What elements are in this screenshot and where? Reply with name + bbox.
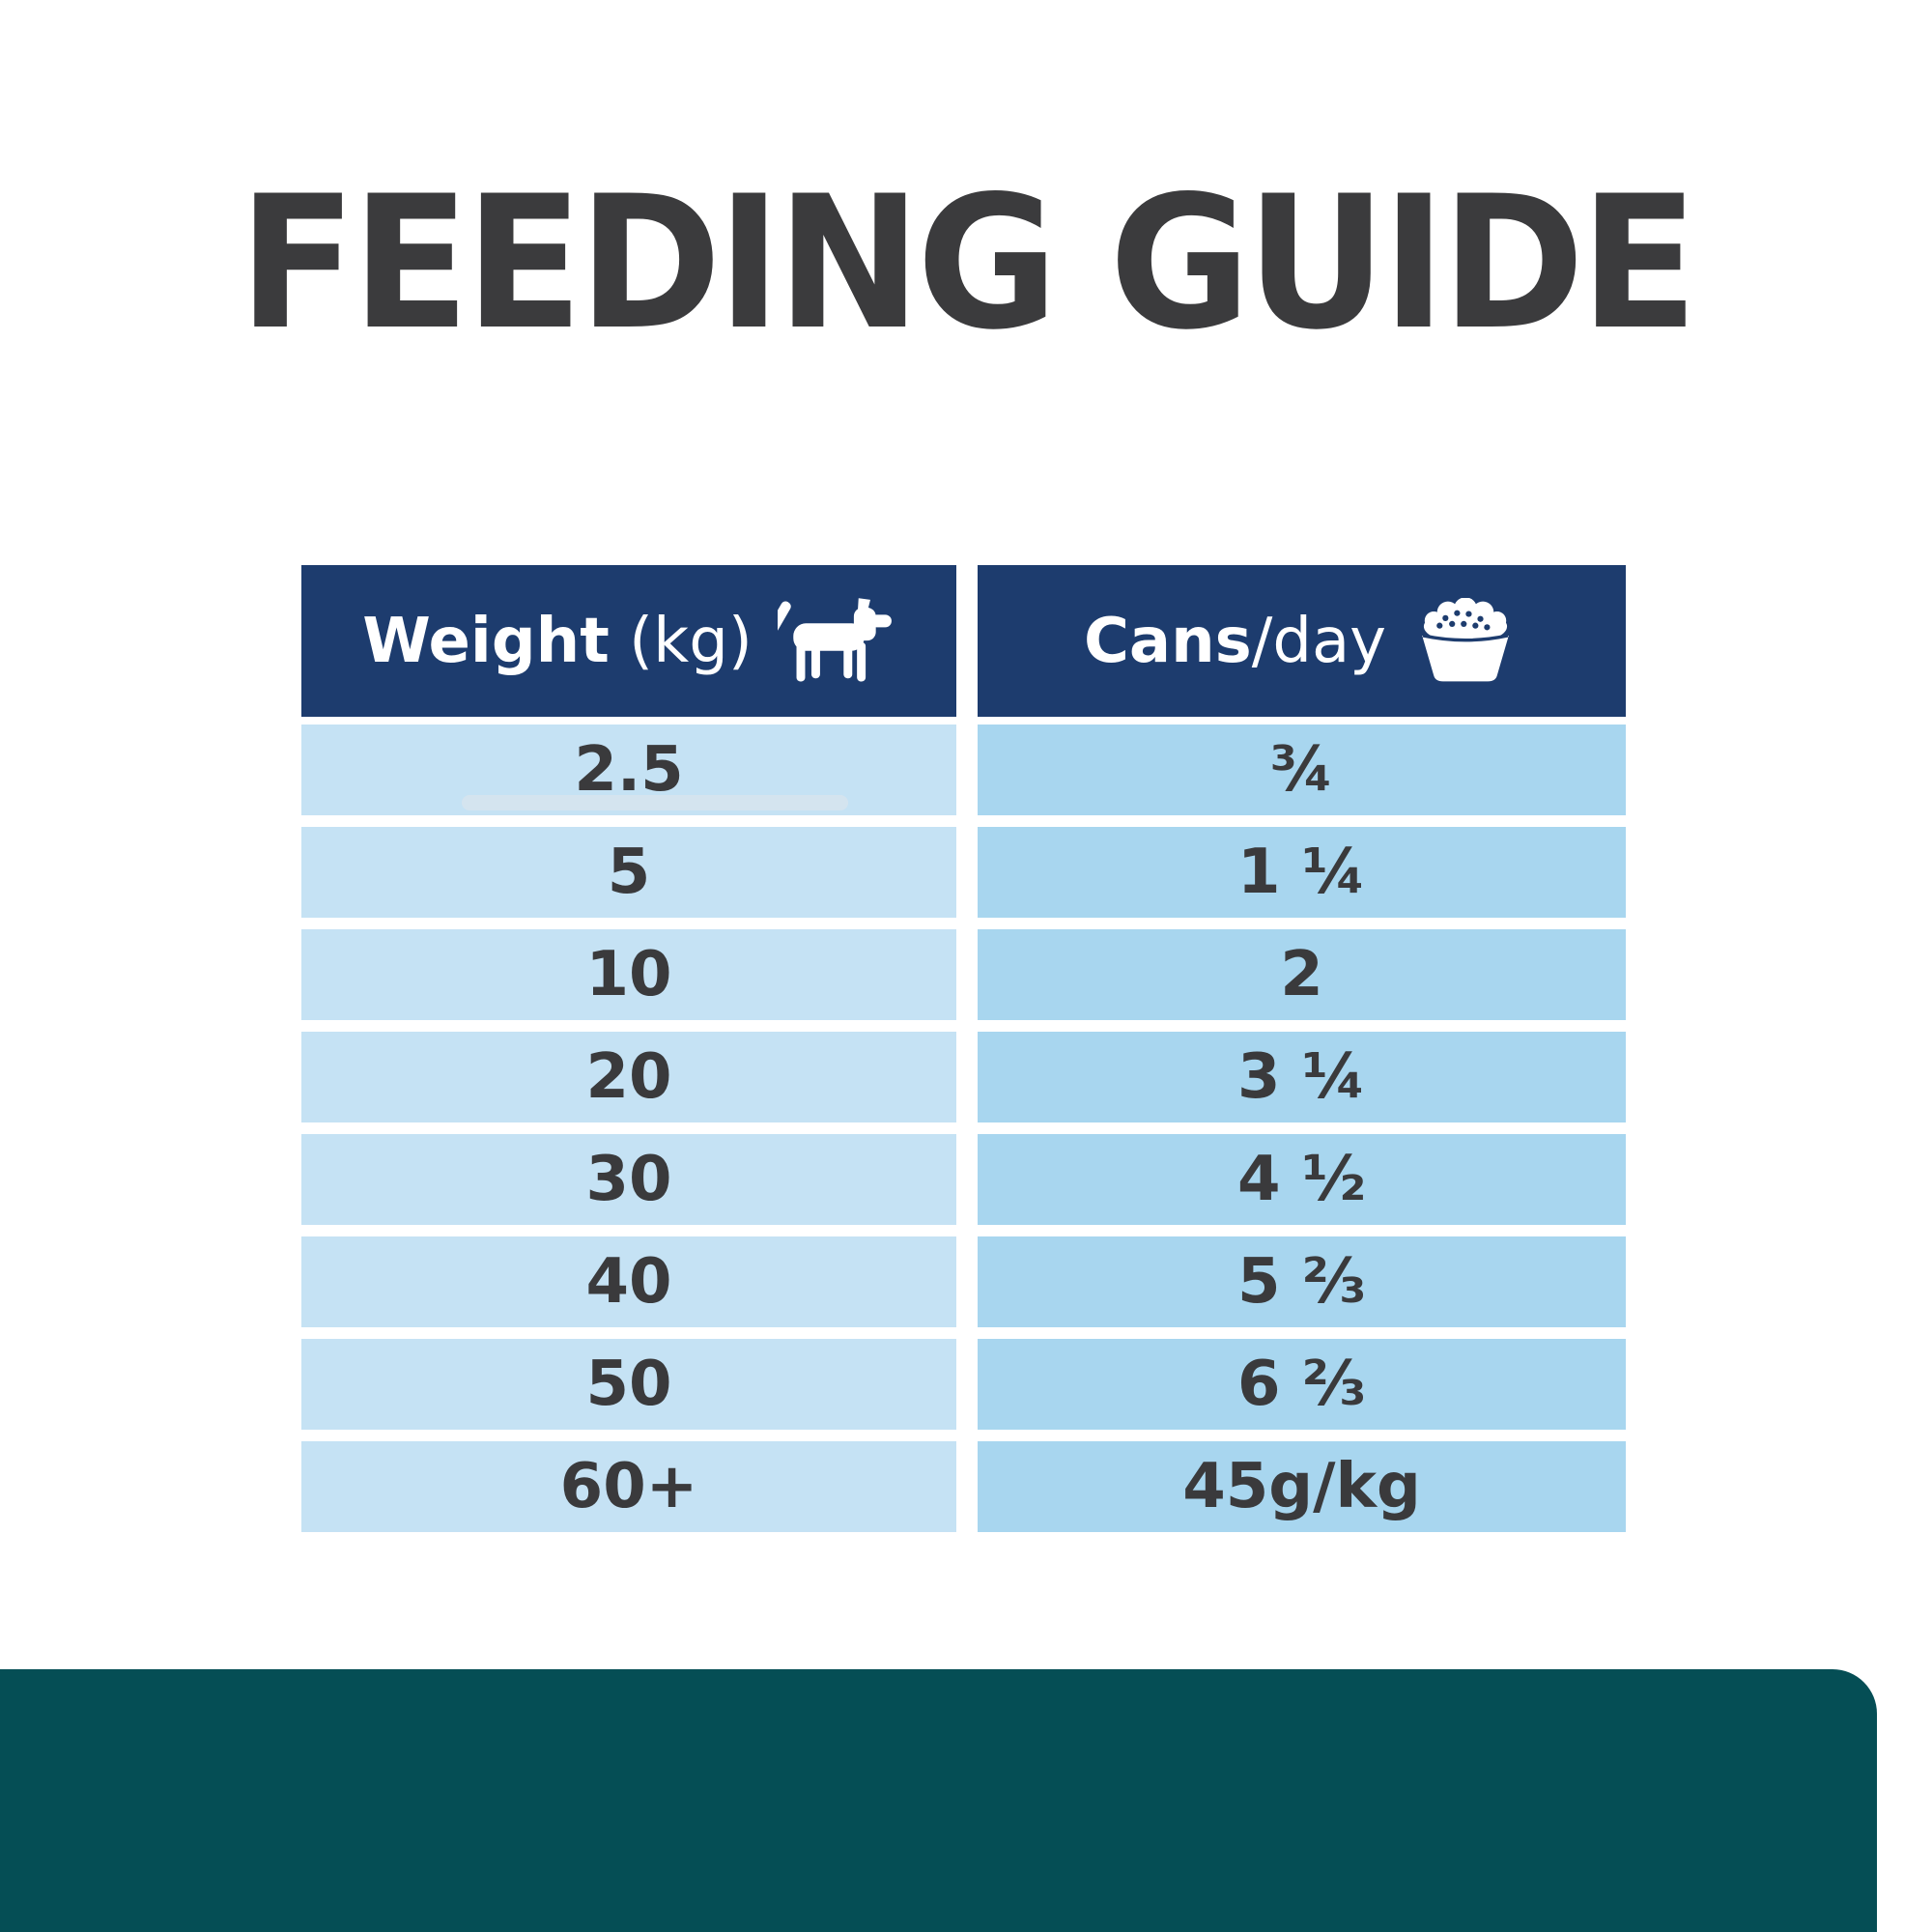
weight-cell-value: 30 — [585, 1144, 672, 1215]
table-row-weight-cell: 60+ — [301, 1441, 956, 1532]
table-row-weight-cell: 50 — [301, 1339, 956, 1430]
table-row-cans-cell: 1 ¼ — [978, 827, 1626, 918]
table-row-weight-cell: 30 — [301, 1134, 956, 1225]
food-bowl-icon — [1422, 597, 1509, 681]
table-row-cans-cell: ¾ — [978, 724, 1626, 815]
table-row-cans-cell: 4 ½ — [978, 1134, 1626, 1225]
weight-cell-value: 60+ — [559, 1451, 698, 1522]
cans-cell-value: ¾ — [1269, 734, 1334, 806]
row-highlight-bar — [462, 795, 848, 810]
footer-teal-panel — [0, 1669, 1877, 1932]
table-row-weight-cell: 2.5 — [301, 724, 956, 815]
table-row-cans-cell: 3 ¼ — [978, 1032, 1626, 1122]
weight-cell-value: 20 — [585, 1041, 672, 1113]
cans-cell-value: 45g/kg — [1182, 1451, 1421, 1522]
cans-cell-value: 4 ½ — [1236, 1144, 1367, 1215]
cans-header-cell: Cans/day — [978, 565, 1626, 717]
page-title: FEEDING GUIDE — [238, 156, 1698, 370]
cans-cell-value: 2 — [1280, 939, 1323, 1010]
weight-header-label: Weight (kg) — [362, 605, 753, 677]
table-row-weight-cell: 40 — [301, 1236, 956, 1327]
table-row-cans-cell: 2 — [978, 929, 1626, 1020]
weight-cell-value: 50 — [585, 1349, 672, 1420]
cans-cell-value: 1 ¼ — [1236, 837, 1367, 908]
weight-cell-value: 5 — [607, 837, 651, 908]
weight-cell-value: 2.5 — [574, 734, 684, 806]
table-header-row: Weight (kg) Cans/day — [301, 565, 1626, 717]
weight-cell-value: 10 — [585, 939, 672, 1010]
cans-header-label: Cans/day — [1083, 605, 1387, 677]
dog-icon — [777, 597, 892, 681]
table-row-weight-cell: 10 — [301, 929, 956, 1020]
weight-cell-value: 40 — [585, 1246, 672, 1318]
table-row-cans-cell: 6 ⅔ — [978, 1339, 1626, 1430]
feeding-guide-table: Weight (kg) Cans/day — [301, 565, 1626, 1532]
table-row-weight-cell: 5 — [301, 827, 956, 918]
table-row-cans-cell: 45g/kg — [978, 1441, 1626, 1532]
cans-cell-value: 6 ⅔ — [1236, 1349, 1367, 1420]
cans-cell-value: 3 ¼ — [1236, 1041, 1367, 1113]
cans-cell-value: 5 ⅔ — [1236, 1246, 1367, 1318]
table-row-weight-cell: 20 — [301, 1032, 956, 1122]
weight-header-cell: Weight (kg) — [301, 565, 956, 717]
table-row-cans-cell: 5 ⅔ — [978, 1236, 1626, 1327]
feeding-table-body: 2.5 ¾ 5 1 ¼ 10 2 20 3 ¼ 30 4 ½ 40 5 ⅔ 50 — [301, 724, 1626, 1532]
